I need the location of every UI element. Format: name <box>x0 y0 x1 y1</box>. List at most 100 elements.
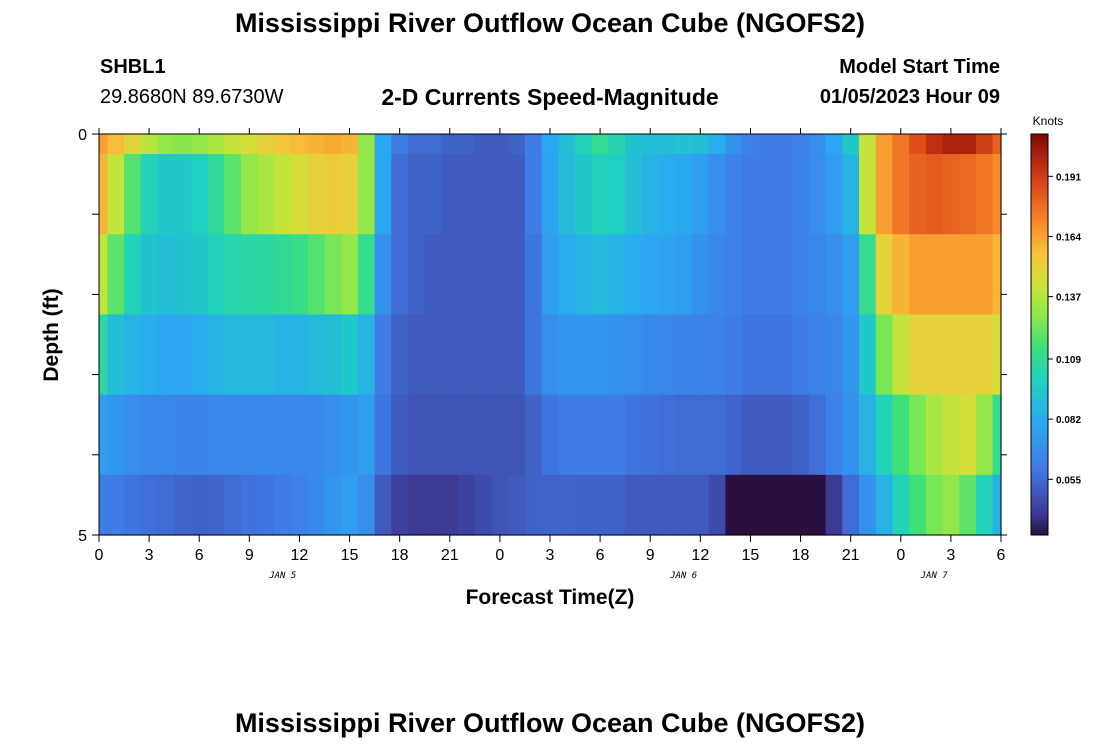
heatmap-cell <box>758 234 777 316</box>
x-tick-label: 0 <box>95 547 104 564</box>
heatmap-cell <box>808 314 827 396</box>
heatmap-cell <box>257 234 275 316</box>
heatmap-cell <box>909 234 927 316</box>
heatmap-cell <box>99 394 108 476</box>
heatmap-cell <box>257 314 275 396</box>
heatmap-cell <box>825 474 843 536</box>
x-tick-label: 3 <box>145 547 154 564</box>
heatmap-cell <box>758 314 777 396</box>
heatmap-cell <box>391 394 409 476</box>
heatmap-cell <box>608 474 626 536</box>
heatmap-cell <box>725 134 743 155</box>
heatmap-cell <box>240 234 259 316</box>
heatmap-cell <box>658 474 676 536</box>
heatmap-cell <box>174 394 192 476</box>
heatmap-cell <box>474 394 493 476</box>
heatmap-cell <box>825 154 843 235</box>
heatmap-cell <box>859 314 877 396</box>
heatmap-cell <box>842 394 860 476</box>
model-start-label: Model Start Time <box>839 56 1000 78</box>
heatmap-cell <box>424 234 443 316</box>
heatmap-cell <box>859 154 877 235</box>
heatmap-cell <box>942 314 960 396</box>
x-tick-label: 15 <box>742 547 760 564</box>
heatmap-cell <box>925 234 944 316</box>
heatmap-cell <box>725 154 743 235</box>
y-tick-label: 5 <box>78 528 87 545</box>
heatmap-cell <box>324 394 342 476</box>
heatmap-cell <box>458 394 476 476</box>
heatmap-cell <box>758 474 777 536</box>
colorbar-gradient <box>1030 133 1049 536</box>
heatmap-cell <box>842 134 860 155</box>
heatmap-cell <box>307 134 326 155</box>
heatmap-cell <box>207 394 225 476</box>
heatmap-cell <box>959 314 977 396</box>
colorbar: Knots 0.191 0.164 0.137 0.109 0.082 0.055 <box>1030 114 1081 536</box>
heatmap-cell <box>190 134 209 155</box>
heatmap-cell <box>892 134 910 155</box>
heatmap-cell <box>575 474 593 536</box>
date-label: JAN 5 <box>268 571 296 581</box>
heatmap-cell <box>792 394 810 476</box>
heatmap-cell <box>474 134 493 155</box>
heatmap-cell <box>424 314 443 396</box>
heatmap-cell <box>107 314 125 396</box>
heatmap-cell <box>140 134 159 155</box>
colorbar-tick-label: 0.191 <box>1056 172 1081 183</box>
heatmap-cell <box>575 134 593 155</box>
heatmap-cell <box>441 154 459 235</box>
heatmap-cell <box>207 154 225 235</box>
heatmap-cell <box>725 314 743 396</box>
heatmap-cell <box>240 154 259 235</box>
heatmap-cell <box>324 474 342 536</box>
heatmap-cell <box>291 134 309 155</box>
heatmap-cell <box>99 474 108 536</box>
heatmap-cell <box>458 234 476 316</box>
heatmap-cell <box>474 234 493 316</box>
heatmap-cell <box>107 154 125 235</box>
heatmap-cell <box>140 234 159 316</box>
heatmap-cell <box>942 134 960 155</box>
heatmap-cell <box>291 314 309 396</box>
heatmap-cell <box>107 134 125 155</box>
heatmap-cell <box>792 134 810 155</box>
heatmap-cell <box>558 134 576 155</box>
heatmap-cell <box>541 154 559 235</box>
heatmap-cell <box>474 154 493 235</box>
heatmap-cell <box>758 394 777 476</box>
heatmap-cell <box>708 134 726 155</box>
heatmap-cell <box>558 474 576 536</box>
heatmap-cell <box>575 154 593 235</box>
heatmap-cell <box>975 474 994 536</box>
heatmap-cell <box>691 474 710 536</box>
heatmap-cell <box>675 134 693 155</box>
heatmap-cell <box>825 314 843 396</box>
heatmap-cell <box>859 234 877 316</box>
heatmap-cell <box>307 394 326 476</box>
heatmap-cell <box>508 154 526 235</box>
heatmap-cell <box>99 234 108 316</box>
heatmap-cell <box>458 134 476 155</box>
heatmap-cell <box>725 394 743 476</box>
x-tick-label: 6 <box>596 547 605 564</box>
heatmap-cell <box>541 474 559 536</box>
x-tick-label: 18 <box>391 547 409 564</box>
heatmap-cell <box>892 314 910 396</box>
heatmap-cell <box>99 154 108 235</box>
heatmap-cell <box>508 234 526 316</box>
heatmap-cell <box>808 474 827 536</box>
x-tick-label: 6 <box>195 547 204 564</box>
heatmap-cell <box>491 314 509 396</box>
heatmap-cell <box>240 314 259 396</box>
x-tick-label: 0 <box>495 547 504 564</box>
heatmap-cell <box>508 314 526 396</box>
heatmap-cell <box>524 154 543 235</box>
heatmap-cell <box>875 474 894 536</box>
heatmap-cell <box>708 234 726 316</box>
heatmap-cell <box>491 234 509 316</box>
heatmap-cell <box>792 234 810 316</box>
heatmap-cell <box>775 154 793 235</box>
chart-title: Mississippi River Outflow Ocean Cube (NG… <box>234 8 866 38</box>
heatmap-cell <box>909 474 927 536</box>
